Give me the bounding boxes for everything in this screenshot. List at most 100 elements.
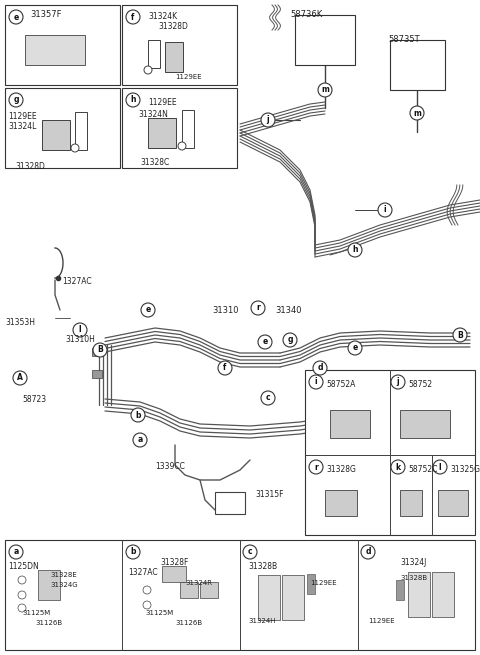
Text: j: j <box>267 115 269 124</box>
Text: 1125DN: 1125DN <box>8 562 39 571</box>
Text: 31328B: 31328B <box>400 575 427 581</box>
Bar <box>200 582 218 598</box>
Bar <box>5 88 120 168</box>
Bar <box>148 118 176 148</box>
Text: 31353H: 31353H <box>5 318 35 327</box>
Circle shape <box>133 433 147 447</box>
Text: b: b <box>135 411 141 419</box>
Text: 1327AC: 1327AC <box>128 568 157 577</box>
Bar <box>162 566 186 582</box>
Text: 31357F: 31357F <box>30 10 61 19</box>
Text: 31324J: 31324J <box>400 558 426 567</box>
Text: 58736K: 58736K <box>290 10 322 19</box>
Text: r: r <box>256 303 260 312</box>
Circle shape <box>348 341 362 355</box>
Circle shape <box>126 10 140 24</box>
Text: 1129EE: 1129EE <box>310 580 336 586</box>
Bar <box>5 5 120 85</box>
Bar <box>92 348 102 356</box>
Circle shape <box>433 460 447 474</box>
Circle shape <box>18 604 26 612</box>
Circle shape <box>313 361 327 375</box>
Text: 31324R: 31324R <box>185 580 212 586</box>
Text: 1129EE: 1129EE <box>8 112 36 121</box>
Bar <box>396 580 404 600</box>
Text: e: e <box>352 343 358 352</box>
Circle shape <box>391 460 405 474</box>
Text: 31328E: 31328E <box>50 572 77 578</box>
Text: l: l <box>79 326 81 335</box>
Bar <box>432 572 454 617</box>
Text: a: a <box>137 436 143 445</box>
Text: i: i <box>384 206 386 214</box>
Text: 31125M: 31125M <box>145 610 173 616</box>
Circle shape <box>144 66 152 74</box>
Bar <box>92 370 102 378</box>
Circle shape <box>283 333 297 347</box>
Text: f: f <box>132 12 135 22</box>
Circle shape <box>309 375 323 389</box>
Bar <box>122 88 237 168</box>
Circle shape <box>243 545 257 559</box>
Text: 31328D: 31328D <box>15 162 45 171</box>
Circle shape <box>178 142 186 150</box>
Text: 58752A: 58752A <box>326 380 355 389</box>
Text: 31324H: 31324H <box>248 618 276 624</box>
Text: B: B <box>457 331 463 339</box>
Circle shape <box>141 303 155 317</box>
Circle shape <box>126 93 140 107</box>
Bar <box>307 574 315 594</box>
Bar <box>182 110 194 148</box>
Text: 58752C: 58752C <box>408 465 437 474</box>
Text: 31328F: 31328F <box>160 558 188 567</box>
Circle shape <box>126 545 140 559</box>
Text: e: e <box>263 337 268 346</box>
Circle shape <box>318 83 332 97</box>
Bar <box>25 35 85 65</box>
Bar <box>258 575 280 620</box>
Text: h: h <box>130 96 136 105</box>
Text: b: b <box>130 548 136 557</box>
Text: 1129EE: 1129EE <box>368 618 395 624</box>
Circle shape <box>410 106 424 120</box>
Text: 31315F: 31315F <box>255 490 284 499</box>
Text: 31328G: 31328G <box>326 465 356 474</box>
Circle shape <box>9 93 23 107</box>
Text: B: B <box>97 345 103 354</box>
Text: g: g <box>287 335 293 345</box>
Text: 31328D: 31328D <box>158 22 188 31</box>
Text: 58723: 58723 <box>22 395 46 404</box>
Circle shape <box>261 113 275 127</box>
Text: h: h <box>352 246 358 255</box>
Circle shape <box>18 591 26 599</box>
Bar <box>165 42 183 72</box>
Bar <box>5 540 475 650</box>
Circle shape <box>361 545 375 559</box>
Bar <box>148 40 160 68</box>
Circle shape <box>9 10 23 24</box>
Text: e: e <box>13 12 19 22</box>
Bar <box>75 112 87 150</box>
Text: c: c <box>248 548 252 557</box>
Text: r: r <box>314 462 318 472</box>
Text: 31125M: 31125M <box>22 610 50 616</box>
Text: 31328B: 31328B <box>248 562 277 571</box>
Text: k: k <box>396 462 401 472</box>
Text: m: m <box>413 109 421 117</box>
Bar <box>282 575 304 620</box>
Bar <box>122 5 237 85</box>
Circle shape <box>73 323 87 337</box>
Circle shape <box>9 545 23 559</box>
Text: 1129EE: 1129EE <box>148 98 177 107</box>
Text: 31325G: 31325G <box>450 465 480 474</box>
Text: 31126B: 31126B <box>175 620 202 626</box>
Bar <box>400 490 422 516</box>
Circle shape <box>18 576 26 584</box>
Bar <box>438 490 468 516</box>
Text: 31324N: 31324N <box>138 110 168 119</box>
Circle shape <box>93 343 107 357</box>
Text: 1327AC: 1327AC <box>62 277 92 286</box>
Text: 58752: 58752 <box>408 380 432 389</box>
Text: d: d <box>317 364 323 373</box>
Text: j: j <box>396 377 399 386</box>
